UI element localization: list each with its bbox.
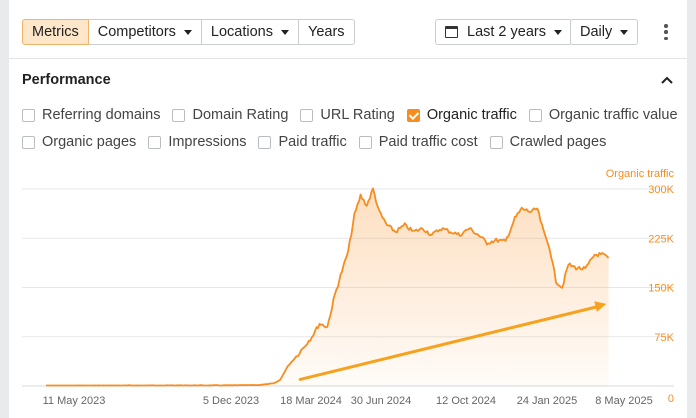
- checkbox-icon: [148, 135, 162, 149]
- metrics-row-2: Organic pages Impressions Paid traffic P…: [22, 134, 618, 150]
- caret-down-icon: [280, 29, 289, 35]
- tab-locations[interactable]: Locations: [201, 19, 299, 45]
- checkbox-checked-icon: [406, 108, 420, 122]
- interval-label: Daily: [580, 24, 613, 40]
- caret-down-icon: [183, 29, 192, 35]
- performance-panel: Performance Referring domains Domain Rat…: [9, 58, 687, 418]
- checkbox-icon: [300, 108, 314, 122]
- tab-metrics-label: Metrics: [32, 24, 79, 40]
- organic-traffic-chart: Organic traffic 300K 225K 150K 75K 0 11 May …: [22, 168, 675, 407]
- tab-metrics[interactable]: Metrics: [22, 19, 89, 45]
- caret-down-icon: [620, 29, 629, 35]
- metric-label: URL Rating: [320, 107, 395, 123]
- metric-label: Impressions: [168, 134, 247, 150]
- metrics-row-1: Referring domains Domain Rating URL Rati…: [22, 107, 690, 123]
- x-tick-label: 5 Dec 2023: [203, 395, 259, 407]
- tab-competitors-label: Competitors: [97, 24, 176, 40]
- checkbox-icon: [358, 135, 372, 149]
- chart-series-label: Organic traffic: [606, 168, 675, 180]
- period-dropdown[interactable]: Last 2 years: [435, 19, 572, 45]
- traffic-line: [46, 187, 610, 387]
- view-tabs: Metrics Competitors Locations Years: [22, 19, 355, 45]
- y-tick-label: 300K: [648, 184, 674, 196]
- metric-paid-traffic[interactable]: Paid traffic: [258, 134, 347, 150]
- y-tick-label: 75K: [654, 332, 674, 344]
- x-tick-label: 24 Jan 2025: [517, 395, 578, 407]
- metric-referring-domains[interactable]: Referring domains: [22, 107, 160, 123]
- checkbox-icon: [258, 135, 272, 149]
- metric-organic-traffic-value[interactable]: Organic traffic value: [528, 107, 678, 123]
- metric-label: Paid traffic cost: [378, 134, 478, 150]
- metric-label: Referring domains: [42, 107, 161, 123]
- metric-label: Paid traffic: [278, 134, 347, 150]
- calendar-icon: [445, 26, 458, 38]
- x-tick-label: 12 Oct 2024: [436, 395, 496, 407]
- x-tick-label: 30 Jun 2024: [351, 395, 412, 407]
- checkbox-icon: [22, 135, 35, 149]
- metric-organic-pages[interactable]: Organic pages: [22, 134, 136, 150]
- metric-label: Crawled pages: [509, 134, 607, 150]
- interval-dropdown[interactable]: Daily: [570, 19, 639, 45]
- traffic-area: [46, 188, 609, 386]
- checkbox-icon: [172, 108, 186, 122]
- tab-locations-label: Locations: [210, 24, 273, 40]
- metric-url-rating[interactable]: URL Rating: [300, 107, 395, 123]
- x-tick-label: 8 May 2025: [595, 395, 652, 407]
- period-label: Last 2 years: [467, 24, 546, 40]
- more-options-icon[interactable]: [659, 22, 673, 42]
- tab-years-label: Years: [307, 24, 345, 40]
- checkbox-icon: [528, 108, 542, 122]
- metric-label: Organic pages: [42, 134, 137, 150]
- checkbox-icon: [489, 135, 503, 149]
- chevron-up-icon[interactable]: [661, 75, 673, 85]
- performance-title: Performance: [22, 72, 111, 88]
- metric-label: Organic traffic value: [548, 107, 678, 123]
- caret-down-icon: [554, 29, 562, 35]
- metric-crawled-pages[interactable]: Crawled pages: [489, 134, 607, 150]
- metric-organic-traffic[interactable]: Organic traffic: [406, 107, 517, 123]
- metric-label: Domain Rating: [192, 107, 289, 123]
- y-tick-label: 225K: [648, 233, 674, 245]
- x-tick-label: 11 May 2023: [43, 395, 106, 407]
- metric-label: Organic traffic: [426, 107, 517, 123]
- metric-impressions[interactable]: Impressions: [148, 134, 246, 150]
- trend-arrow-head-icon: [594, 301, 607, 312]
- y-tick-label: 0: [668, 393, 674, 405]
- tab-years[interactable]: Years: [298, 19, 355, 45]
- checkbox-icon: [22, 108, 35, 122]
- tab-competitors[interactable]: Competitors: [88, 19, 202, 45]
- report-toolbar: Metrics Competitors Locations Years Last…: [0, 0, 696, 58]
- metric-domain-rating[interactable]: Domain Rating: [172, 107, 288, 123]
- metric-paid-traffic-cost[interactable]: Paid traffic cost: [358, 134, 478, 150]
- x-tick-label: 18 Mar 2024: [280, 395, 342, 407]
- y-tick-label: 150K: [648, 283, 674, 295]
- trend-arrow-line: [298, 305, 600, 381]
